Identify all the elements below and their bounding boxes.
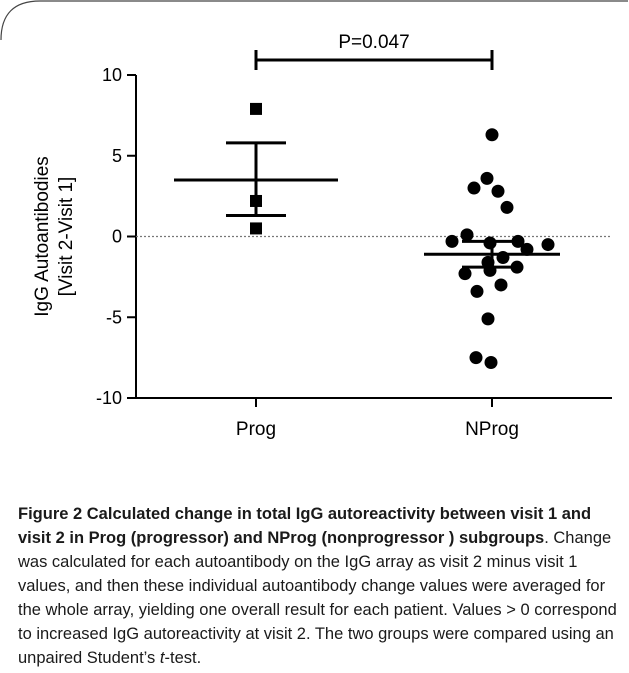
data-point-circle (460, 228, 474, 242)
significance-label: P=0.047 (338, 32, 409, 53)
data-point-circle (483, 236, 497, 250)
data-point-square (250, 102, 262, 115)
data-point-circle (485, 128, 499, 142)
data-point-circle (500, 200, 514, 214)
data-point-circle (496, 250, 510, 264)
data-point-circle (458, 267, 472, 281)
data-point-circle (481, 312, 495, 326)
caption-italic: t (159, 649, 165, 667)
y-tick-label: 10 (102, 65, 122, 85)
y-tick-label: 0 (112, 227, 122, 247)
caption-body-end: -test. (164, 649, 202, 667)
axes (127, 74, 612, 407)
data-point-circle (484, 355, 498, 369)
x-tick-label: NProg (465, 419, 519, 440)
data-point-circle (480, 171, 494, 185)
data-point-circle (541, 238, 555, 252)
y-axis-label-line2: [Visit 2-Visit 1] (56, 177, 77, 297)
data-point-square (250, 194, 262, 207)
caption-title: Figure 2 Calculated change in total IgG … (18, 505, 592, 547)
data-point-circle (469, 351, 483, 365)
x-tick-label: Prog (236, 419, 276, 440)
data-point-circle (470, 284, 484, 298)
y-tick-label: -10 (96, 388, 122, 408)
chart-labels: 10 5 0 -5 -10 Prog NProg IgG Autoantibodies [Vis… (32, 32, 519, 440)
data-point-circle (483, 263, 497, 277)
y-axis-label: IgG Autoantibodies [Visit 2-Visit 1] (32, 156, 77, 317)
figure-caption: Figure 2 Calculated change in total IgG … (18, 502, 618, 670)
data-point-circle (511, 234, 525, 248)
data-point-circle (494, 278, 508, 292)
data-point-circle (491, 184, 505, 198)
y-tick-label: -5 (106, 307, 122, 327)
data-point-circle (510, 260, 524, 274)
data-point-circle (467, 181, 481, 195)
caption-body: . Change was calculated for each autoant… (18, 529, 617, 667)
y-axis-label-line1: IgG Autoantibodies (32, 156, 53, 317)
data-point-circle (445, 234, 459, 248)
data-point-circle (520, 242, 534, 256)
chart-marks (174, 50, 560, 369)
dot-plot-chart: 10 5 0 -5 -10 Prog NProg IgG Autoantibodies [Vis… (32, 32, 612, 440)
y-tick-label: 5 (112, 146, 122, 166)
data-point-square (250, 222, 262, 235)
